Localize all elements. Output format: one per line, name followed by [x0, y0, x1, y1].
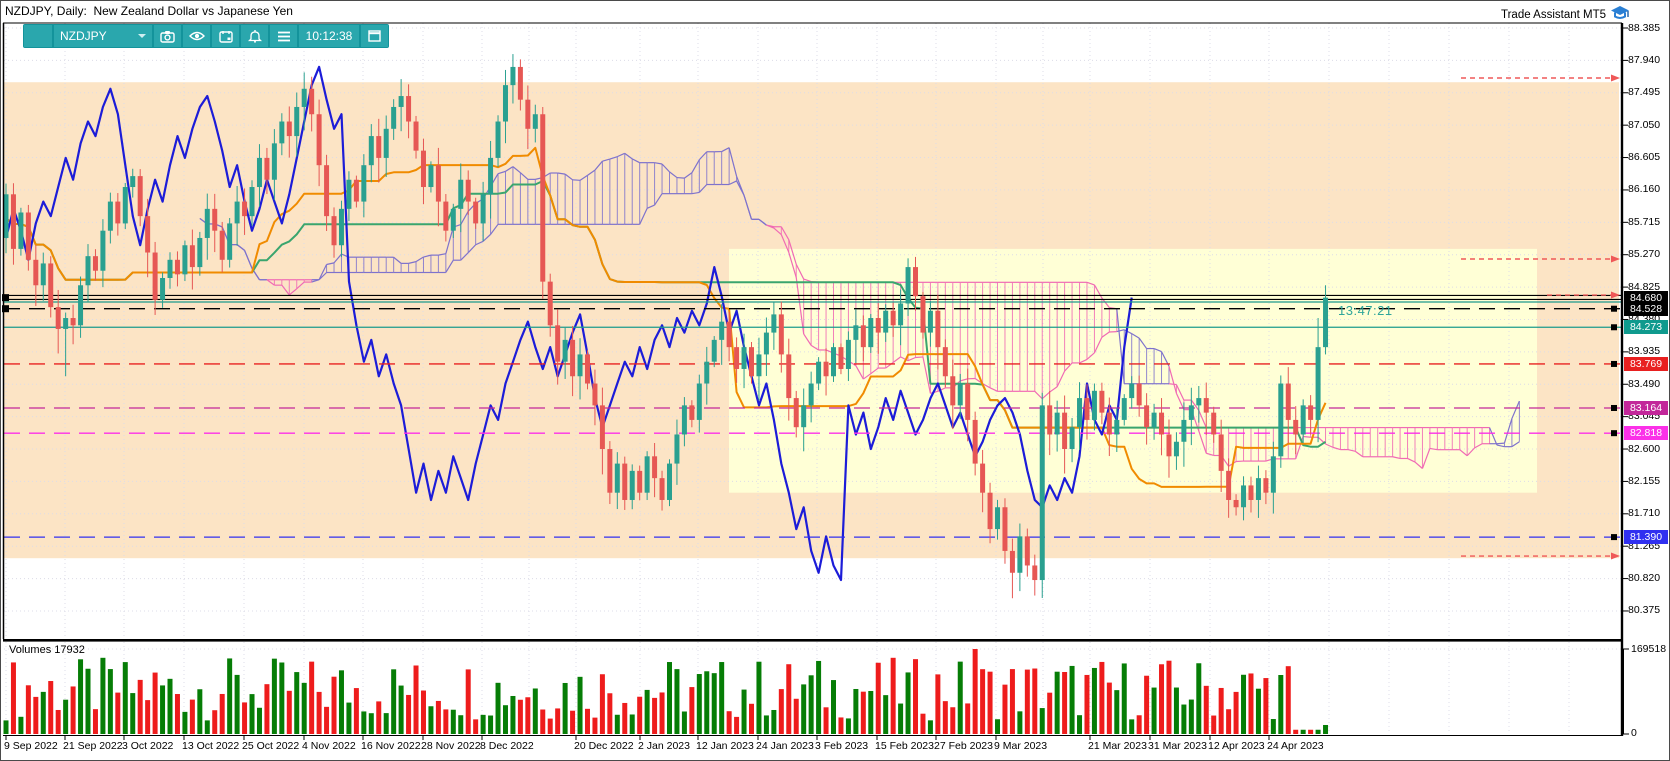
expand-window-button[interactable] [361, 25, 388, 47]
price-axis-label: 86.160 [1628, 183, 1661, 196]
price-line-badge: 84.528 [1624, 301, 1668, 316]
menu-icon [277, 31, 290, 41]
date-axis-label: 13 Oct 2022 [182, 740, 240, 752]
expand-window-icon [368, 30, 381, 42]
symbol-label: NZDJPY [60, 29, 107, 43]
alert-arrows[interactable] [1461, 74, 1620, 560]
price-axis-label: 86.605 [1628, 151, 1661, 164]
volumes-indicator-label: Volumes 17932 [9, 644, 85, 656]
price-line-badge: 84.273 [1624, 320, 1668, 335]
date-axis-label: 4 Nov 2022 [302, 740, 356, 752]
server-time: 10:12:38 [299, 25, 359, 47]
date-axis-label: 16 Nov 2022 [361, 740, 421, 752]
date-axis-label: 28 Nov 2022 [421, 740, 481, 752]
date-axis-label: 25 Oct 2022 [242, 740, 300, 752]
price-axis-label: 84.825 [1628, 280, 1661, 293]
line-anchor-marker [2, 294, 9, 302]
price-line-badge: 84.680 [1624, 290, 1668, 305]
price-axis-label: 82.600 [1628, 442, 1661, 455]
symbol-dropdown[interactable]: NZDJPY [54, 25, 152, 47]
chart-frame [2, 22, 1629, 740]
watch-button[interactable] [183, 25, 210, 47]
date-axis-label: 24 Apr 2023 [1267, 740, 1324, 752]
volume-axis-min: 0 [1631, 727, 1637, 739]
price-line-badge: 83.164 [1624, 400, 1668, 415]
volume-bars [3, 649, 1329, 734]
bell-icon [247, 30, 262, 43]
price-line-badge: 82.818 [1624, 426, 1668, 441]
screenshot-button[interactable] [154, 25, 181, 47]
chikou-span-line [4, 65, 1133, 582]
date-axis-label: 31 Mar 2023 [1148, 740, 1207, 752]
date-axis-label: 9 Sep 2022 [4, 740, 58, 752]
price-axis-label: 85.270 [1628, 248, 1661, 261]
chart-title: NZDJPY, Daily: New Zealand Dollar vs Jap… [5, 4, 293, 18]
kijun-sen-line [5, 146, 1327, 488]
price-axis-label: 83.935 [1628, 345, 1661, 358]
background-zones [4, 82, 1619, 559]
toolbar-drag-handle[interactable] [24, 25, 52, 47]
price-line-badge: 81.390 [1624, 530, 1668, 545]
calendar-icon [218, 30, 233, 43]
price-axis-label: 80.375 [1628, 604, 1661, 617]
price-axis-label: 85.715 [1628, 215, 1661, 228]
candlesticks [3, 54, 1329, 599]
moving-lines [4, 65, 1327, 582]
graduation-cap-icon[interactable] [1610, 5, 1630, 24]
date-axis-label: 21 Sep 2022 [63, 740, 123, 752]
price-axis-label: 87.940 [1628, 53, 1661, 66]
date-axis-label: 2 Jan 2023 [638, 740, 690, 752]
price-axis-label: 82.155 [1628, 474, 1661, 487]
date-axis-label: 20 Dec 2022 [574, 740, 634, 752]
date-axis-label: 27 Feb 2023 [934, 740, 993, 752]
price-axis-label: 87.050 [1628, 118, 1661, 131]
date-axis-label: 15 Feb 2023 [875, 740, 934, 752]
menu-button[interactable] [270, 25, 297, 47]
trade-assistant-text: Trade Assistant MT5 [1501, 8, 1607, 21]
candle-countdown-timer: 13:47:21 [1338, 303, 1393, 318]
price-line-badge: 83.769 [1624, 356, 1668, 371]
price-axis-label: 81.710 [1628, 507, 1661, 520]
date-axis-label: 12 Jan 2023 [696, 740, 754, 752]
eye-icon [188, 31, 205, 41]
grid [4, 23, 1622, 734]
date-axis-label: 12 Apr 2023 [1208, 740, 1265, 752]
date-axis-label: 3 Oct 2022 [122, 740, 174, 752]
camera-icon [160, 30, 175, 43]
price-axis-label: 88.385 [1628, 21, 1661, 34]
volume-axis-max: 169518 [1631, 643, 1667, 655]
yellow-zone [729, 248, 1537, 493]
price-axis-label: 87.495 [1628, 86, 1661, 99]
date-axis-label: 9 Mar 2023 [994, 740, 1048, 752]
date-axis-label: 8 Dec 2022 [480, 740, 534, 752]
date-axis-label: 24 Jan 2023 [756, 740, 814, 752]
calendar-button[interactable] [212, 25, 239, 47]
alerts-button[interactable] [241, 25, 268, 47]
price-axis-label: 80.820 [1628, 572, 1661, 585]
price-axis-label: 83.490 [1628, 377, 1661, 390]
chevron-down-icon [138, 34, 146, 38]
horizontal-level-lines[interactable] [2, 294, 1622, 541]
date-axis-label: 21 Mar 2023 [1088, 740, 1147, 752]
trade-assistant-toolbar: NZDJPY [23, 24, 389, 48]
trade-assistant-label: Trade Assistant MT5 [1501, 5, 1630, 24]
date-axis-label: 3 Feb 2023 [815, 740, 869, 752]
